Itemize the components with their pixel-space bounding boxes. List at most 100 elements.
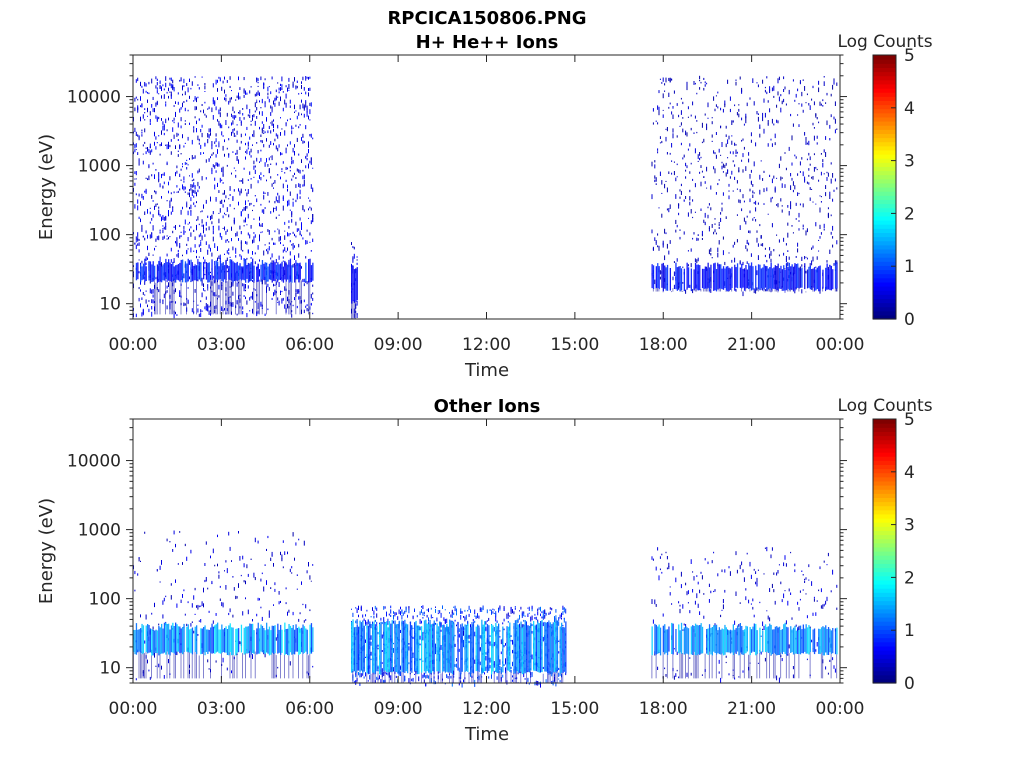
spectrogram-pixel — [218, 76, 220, 79]
spectrogram-tail-pixel — [266, 281, 267, 315]
spectrogram-pixel — [140, 280, 141, 285]
spectrogram-pixel — [186, 99, 188, 102]
spectrogram-pixel — [282, 161, 284, 164]
spectrogram-pixel — [173, 117, 175, 121]
spectrogram-tail-pixel — [429, 674, 431, 683]
spectrogram-pixel — [291, 314, 293, 318]
spectrogram-pixel — [161, 95, 162, 99]
spectrogram-pixel — [191, 173, 193, 178]
spectrogram-pixel — [222, 602, 224, 608]
spectrogram-pixel — [250, 178, 252, 180]
spectrogram-tail-pixel — [288, 655, 290, 679]
spectrogram-pixel — [233, 217, 235, 220]
spectrogram-pixel — [682, 629, 684, 631]
spectrogram-band-pixel — [308, 259, 310, 283]
spectrogram-pixel — [757, 243, 759, 247]
spectrogram-pixel — [298, 153, 300, 156]
spectrogram-pixel — [809, 105, 811, 110]
spectrogram-pixel — [141, 193, 143, 196]
spectrogram-pixel — [259, 598, 260, 601]
spectrogram-pixel — [745, 113, 747, 119]
spectrogram-tail-pixel — [175, 655, 176, 679]
spectrogram-pixel — [201, 176, 203, 181]
spectrogram-pixel — [485, 621, 487, 625]
spectrogram-pixel — [310, 133, 312, 138]
spectrogram-pixel — [757, 255, 759, 260]
spectrogram-pixel — [454, 608, 456, 612]
spectrogram-band-pixel — [783, 265, 785, 291]
spectrogram-pixel — [654, 599, 656, 605]
spectrogram-pixel — [280, 176, 281, 180]
spectrogram-pixel — [193, 129, 195, 133]
spectrogram-pixel — [531, 630, 533, 634]
spectrogram-pixel — [245, 217, 246, 223]
spectrogram-pixel — [537, 619, 539, 624]
spectrogram-pixel — [141, 224, 143, 230]
spectrogram-pixel — [665, 136, 667, 142]
spectrogram-area — [133, 75, 838, 319]
spectrogram-pixel — [204, 85, 206, 90]
spectrogram-pixel — [165, 215, 167, 220]
spectrogram-pixel — [778, 564, 780, 566]
spectrogram-pixel — [308, 217, 309, 219]
spectrogram-pixel — [780, 107, 782, 113]
spectrogram-tail-pixel — [767, 289, 769, 292]
spectrogram-pixel — [144, 640, 146, 644]
spectrogram-pixel — [284, 247, 286, 252]
spectrogram-pixel — [259, 272, 260, 277]
spectrogram-band-pixel — [527, 625, 529, 671]
spectrogram-band-pixel — [713, 263, 715, 291]
spectrogram-pixel — [377, 669, 379, 672]
spectrogram-pixel — [774, 186, 776, 192]
spectrogram-pixel — [280, 290, 281, 294]
spectrogram-band-pixel — [295, 262, 297, 279]
spectrogram-band-pixel — [451, 621, 454, 675]
spectrogram-band-pixel — [351, 621, 353, 673]
spectrogram-pixel — [679, 196, 681, 199]
spectrogram-pixel — [718, 659, 720, 664]
spectrogram-band-pixel — [225, 259, 227, 280]
spectrogram-pixel — [288, 84, 290, 89]
spectrogram-pixel — [696, 131, 698, 134]
spectrogram-pixel — [180, 117, 182, 122]
spectrogram-pixel — [193, 189, 195, 193]
spectrogram-pixel — [408, 609, 410, 614]
spectrogram-pixel — [742, 194, 744, 199]
spectrogram-band-pixel — [418, 625, 420, 675]
spectrogram-pixel — [138, 287, 140, 290]
spectrogram-pixel — [697, 581, 699, 585]
spectrogram-pixel — [142, 153, 144, 155]
spectrogram-pixel — [239, 146, 241, 150]
spectrogram-pixel — [764, 86, 766, 89]
spectrogram-band-pixel — [362, 620, 364, 674]
spectrogram-band-pixel — [690, 268, 692, 292]
spectrogram-band-pixel — [203, 261, 205, 280]
spectrogram-pixel — [194, 106, 196, 111]
spectrogram-pixel — [678, 203, 680, 209]
spectrogram-pixel — [281, 299, 283, 304]
spectrogram-pixel — [142, 292, 144, 295]
spectrogram-pixel — [524, 615, 526, 617]
spectrogram-pixel — [149, 221, 151, 224]
spectrogram-band-pixel — [252, 623, 254, 654]
spectrogram-pixel — [137, 243, 139, 246]
spectrogram-pixel — [491, 612, 492, 615]
spectrogram-pixel — [464, 609, 466, 612]
spectrogram-pixel — [179, 235, 181, 239]
spectrogram-pixel — [770, 258, 772, 263]
spectrogram-pixel — [158, 135, 160, 137]
spectrogram-tail-pixel — [458, 671, 460, 683]
spectrogram-pixel — [718, 222, 720, 224]
spectrogram-band-pixel — [221, 263, 223, 281]
spectrogram-pixel — [769, 89, 771, 93]
spectrogram-pixel — [231, 113, 232, 116]
spectrogram-pixel — [686, 591, 688, 596]
spectrogram-pixel — [486, 620, 488, 622]
spectrogram-pixel — [257, 150, 259, 154]
spectrogram-pixel — [820, 196, 822, 198]
spectrogram-band-pixel — [243, 627, 245, 655]
spectrogram-band-pixel — [235, 263, 237, 281]
spectrogram-pixel — [208, 128, 210, 133]
spectrogram-pixel — [830, 162, 832, 165]
spectrogram-band-pixel — [151, 264, 153, 283]
